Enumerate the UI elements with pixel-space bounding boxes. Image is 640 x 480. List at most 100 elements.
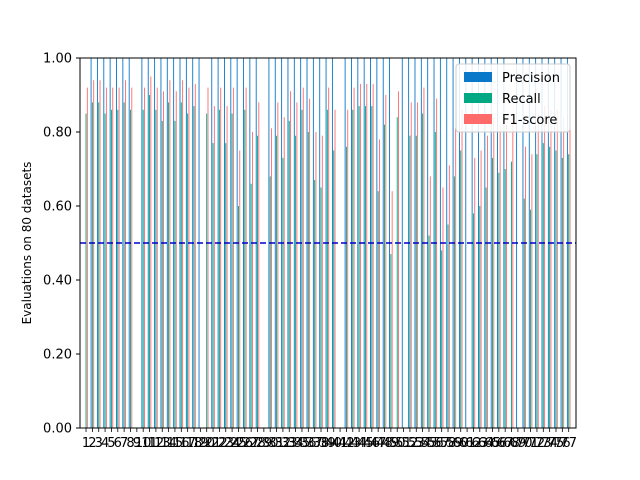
x-tick-label-24: 24 [224,436,241,451]
bar-f1-score-30 [271,128,272,429]
bar-precision-13 [160,58,162,428]
bar-f1-score-56 [436,98,438,428]
bar-recall-5 [110,109,112,429]
bar-recall-47 [377,191,379,428]
bar-f1-score-32 [283,117,285,428]
x-tick-label-30: 30 [262,436,279,451]
bar-recall-13 [161,120,163,429]
x-tick-label-9: 9 [133,436,141,451]
bar-f1-score-21 [213,106,215,428]
bar-recall-48 [384,124,385,428]
bar-recall-30 [269,176,271,428]
y-tick-label-5: 1.00 [43,52,72,67]
x-tick-label-14: 14 [160,436,177,451]
bar-recall-40 [333,150,335,428]
x-tick-label-70: 70 [516,436,533,451]
bar-f1-score-57 [442,187,444,428]
bar-precision-58 [446,58,448,428]
x-tick-label-6: 6 [114,436,122,451]
bar-recall-26 [244,109,246,429]
bar-f1-score-34 [296,102,298,429]
plot-frame [79,57,577,429]
y-tick-label-4: 0.80 [43,126,72,141]
x-tick-label-57: 57 [433,436,450,451]
bar-f1-score-77 [569,113,571,428]
bar-precision-14 [166,58,168,428]
bar-recall-44 [358,106,360,428]
x-tick-label-7: 7 [120,436,128,451]
bar-f1-score-2 [93,80,95,428]
x-tick-label-23: 23 [217,436,234,451]
bar-recall-37 [314,180,316,428]
x-tick-label-2: 2 [88,436,96,451]
bar-precision-34 [293,58,295,428]
bar-f1-score-12 [156,87,158,428]
bar-f1-score-55 [429,176,431,428]
bar-recall-21 [212,143,214,428]
bar-f1-score-27 [252,132,253,428]
bar-f1-score-48 [385,95,387,428]
x-tick-label-72: 72 [529,436,546,451]
bar-f1-score-3 [99,80,101,428]
bar-recall-11 [149,95,150,428]
x-tick-label-33: 33 [281,436,298,451]
bar-recall-74 [549,146,551,429]
bar-recall-66 [498,172,500,428]
bar-f1-score-60 [461,109,463,429]
x-tick-label-5: 5 [107,436,115,451]
legend-label-recall: Recall [502,92,541,107]
bar-recall-58 [447,224,449,428]
bar-recall-57 [441,250,443,428]
bar-f1-score-44 [359,83,361,429]
legend-label-f1-score: F1-score [502,113,557,128]
bar-f1-score-35 [302,87,304,428]
x-tick-label-55: 55 [421,436,438,451]
bar-f1-score-66 [499,124,501,428]
x-tick-label-3: 3 [95,436,103,451]
x-tick-label-25: 25 [230,436,247,451]
bar-precision-61 [465,58,467,428]
bar-recall-34 [295,135,297,428]
x-tick-label-21: 21 [205,436,222,451]
x-tick-label-63: 63 [472,436,489,451]
bar-recall-12 [155,109,157,429]
x-tick-label-58: 58 [440,436,457,451]
bar-f1-score-49 [391,191,393,428]
bar-f1-score-54 [423,87,425,428]
bar-recall-73 [542,143,544,428]
bar-f1-score-70 [525,146,526,429]
bar-f1-score-1 [86,87,88,428]
x-tick-label-76: 76 [554,436,571,451]
x-tick-label-26: 26 [237,436,254,451]
legend-swatch-f1-score [464,114,492,124]
x-tick-label-15: 15 [167,436,184,451]
bar-recall-4 [104,113,106,428]
x-tick-label-53: 53 [408,436,425,451]
x-tick-label-18: 18 [186,436,203,451]
bar-recall-23 [225,143,227,428]
bar-f1-score-20 [207,87,209,428]
bar-recall-53 [415,135,417,428]
bar-f1-score-40 [334,109,336,429]
x-tick-label-64: 64 [478,436,495,451]
bar-f1-score-45 [366,83,368,429]
x-tick-label-10: 10 [135,436,152,451]
bar-f1-score-37 [315,132,317,428]
x-tick-label-42: 42 [338,436,355,451]
bar-f1-score-75 [556,109,558,429]
bar-f1-score-36 [309,98,311,428]
bar-f1-score-46 [372,83,374,429]
x-tick-label-40: 40 [325,436,342,451]
x-tick-label-27: 27 [243,436,260,451]
x-tick-label-48: 48 [376,436,393,451]
bar-recall-27 [250,183,252,428]
bar-precision-27 [249,58,251,428]
bar-f1-score-25 [239,150,241,428]
bar-recall-55 [428,235,430,428]
bar-precision-7 [122,58,124,428]
bar-f1-score-24 [232,87,234,428]
bar-f1-score-28 [258,102,260,429]
bar-f1-score-22 [220,87,222,428]
x-tick-label-54: 54 [414,436,431,451]
bar-recall-17 [187,113,189,428]
